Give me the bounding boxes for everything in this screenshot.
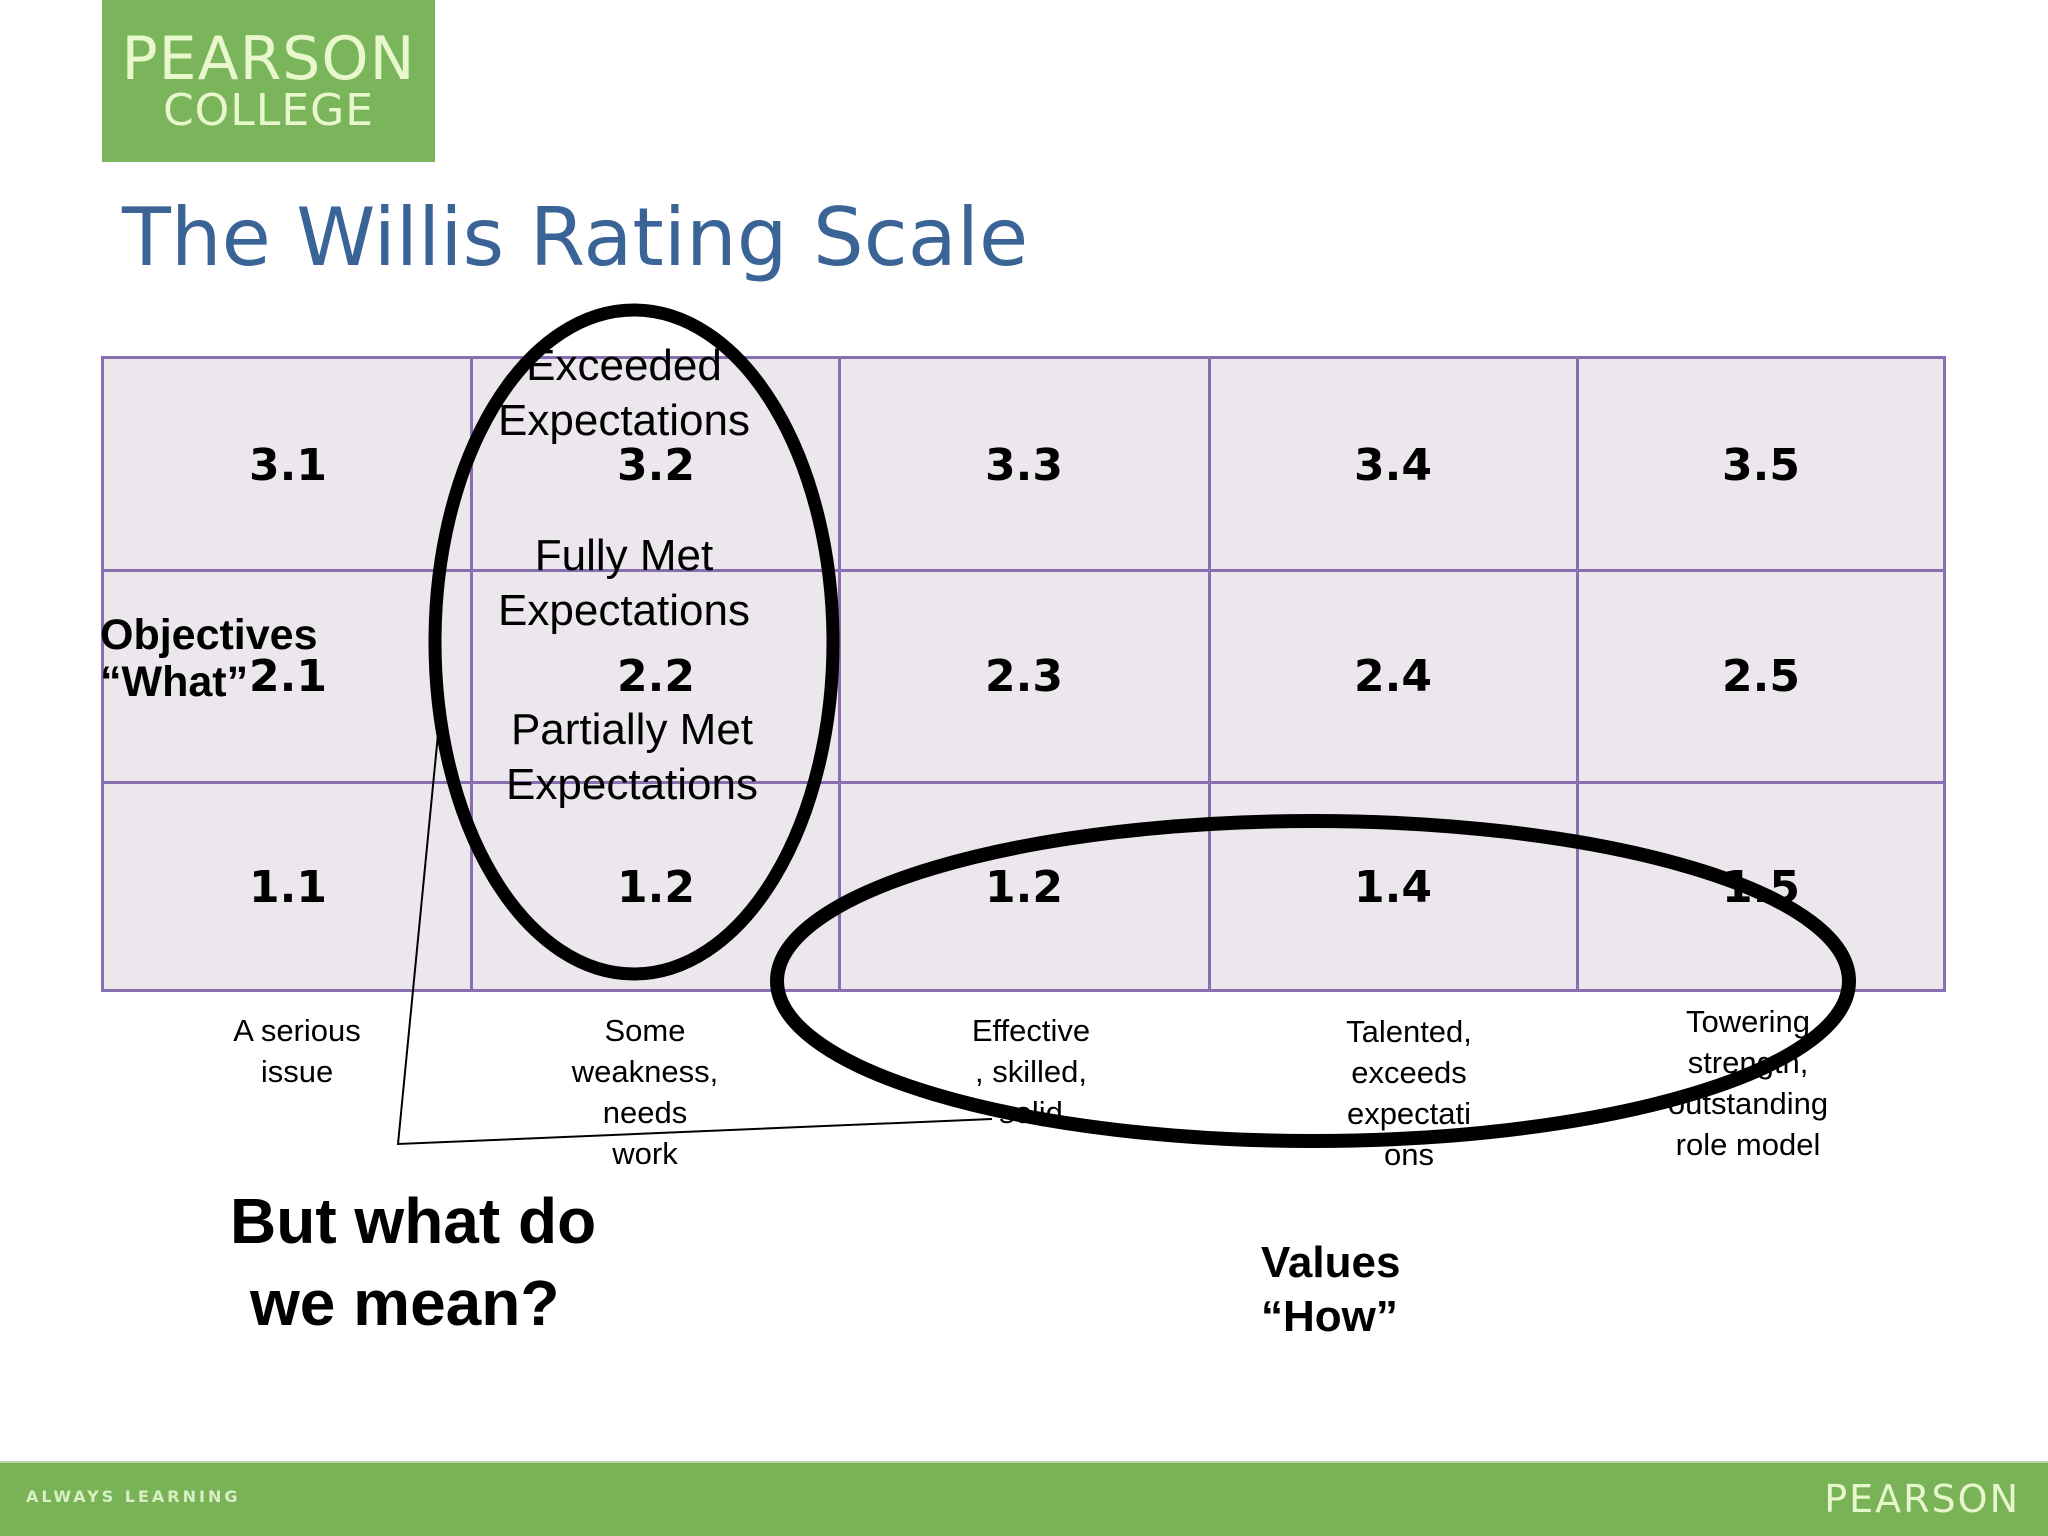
partially-met-line-2: Expectations (506, 760, 758, 809)
grid-cell-1-4: 1.4 (1354, 862, 1432, 913)
values-label-line-1: Values (1261, 1238, 1401, 1287)
description-line: solid (999, 1095, 1063, 1130)
description-line: outstanding (1667, 1086, 1829, 1121)
grid-col-divider (1576, 359, 1579, 989)
logo-line-1: PEARSON (121, 24, 416, 94)
objectives-label-line-2: “What” (100, 658, 249, 706)
grid-cell-1-3: 1.2 (985, 862, 1063, 913)
exceeded-expectations-label: Exceeded Expectations (424, 338, 824, 448)
grid-cell-3-3: 3.3 (985, 440, 1063, 491)
description-line: issue (260, 1054, 334, 1089)
fully-met-line-1: Fully Met (534, 531, 714, 580)
grid-cell-2-2: 2.2 (617, 651, 695, 702)
exceeded-line-2: Expectations (498, 396, 750, 445)
grid-cell-2-4: 2.4 (1354, 651, 1432, 702)
footer-bar: ALWAYS LEARNING PEARSON (0, 1461, 2048, 1536)
partially-met-line-1: Partially Met (510, 705, 754, 754)
grid-cell-3-1: 3.1 (249, 440, 327, 491)
slide-title: The Willis Rating Scale (122, 191, 1029, 284)
values-label-line-2: “How” (1261, 1292, 1398, 1341)
grid-col-divider (838, 359, 841, 989)
description-line: Effective (971, 1013, 1091, 1048)
partially-met-expectations-label: Partially Met Expectations (432, 702, 832, 812)
fully-met-line-2: Expectations (498, 586, 750, 635)
footer-tagline: ALWAYS LEARNING (26, 1487, 241, 1506)
column-description-1: A serious issue (197, 1010, 397, 1092)
description-line: weakness, (571, 1054, 719, 1089)
column-description-5: Towering strength, outstanding role mode… (1638, 1001, 1858, 1165)
description-line: expectati (1346, 1096, 1472, 1131)
grid-row-divider (104, 569, 1943, 572)
description-line: Some (604, 1013, 686, 1048)
grid-cell-1-2: 1.2 (617, 862, 695, 913)
description-line: needs (602, 1095, 688, 1130)
objectives-label-line-1: Objectives (100, 611, 318, 659)
rating-grid: 3.1 3.2 3.3 3.4 3.5 2.1 2.2 2.3 2.4 2.5 … (101, 356, 1946, 992)
grid-row-divider (104, 781, 1943, 784)
description-line: exceeds (1351, 1055, 1467, 1090)
grid-cell-3-4: 3.4 (1354, 440, 1432, 491)
fully-met-expectations-label: Fully Met Expectations (424, 528, 824, 638)
grid-cell-2-3: 2.3 (985, 651, 1063, 702)
question-text: But what do we mean? (230, 1180, 596, 1344)
description-line: strength, (1687, 1045, 1809, 1080)
description-line: role model (1675, 1127, 1821, 1162)
grid-col-divider (1208, 359, 1211, 989)
description-line: work (612, 1136, 678, 1171)
logo-line-2: COLLEGE (162, 85, 375, 136)
grid-cell-1-5: 1.5 (1722, 862, 1800, 913)
grid-cell-3-5: 3.5 (1722, 440, 1800, 491)
objectives-axis-label: Objectives “What” (100, 612, 318, 706)
description-line: , skilled, (975, 1054, 1087, 1089)
grid-cell-3-2: 3.2 (617, 440, 695, 491)
grid-cell-1-1: 1.1 (249, 862, 327, 913)
grid-cell-2-1: 2.1 (249, 651, 327, 702)
description-line: Talented, (1346, 1014, 1472, 1049)
column-description-3: Effective , skilled, solid (931, 1010, 1131, 1133)
description-line: Towering (1685, 1004, 1811, 1039)
column-description-2: Some weakness, needs work (545, 1010, 745, 1174)
pearson-college-logo: PEARSON COLLEGE (102, 0, 435, 162)
footer-pearson-logo: PEARSON (1824, 1477, 2020, 1521)
column-description-4: Talented, exceeds expectati ons (1309, 1011, 1509, 1175)
description-line: A serious (233, 1013, 361, 1048)
description-line: ons (1384, 1137, 1434, 1172)
exceeded-line-1: Exceeded (526, 341, 722, 390)
grid-cell-2-5: 2.5 (1722, 651, 1800, 702)
question-line-2: we mean? (250, 1267, 560, 1339)
values-axis-label: Values “How” (1261, 1236, 1400, 1344)
question-line-1: But what do (230, 1185, 597, 1257)
